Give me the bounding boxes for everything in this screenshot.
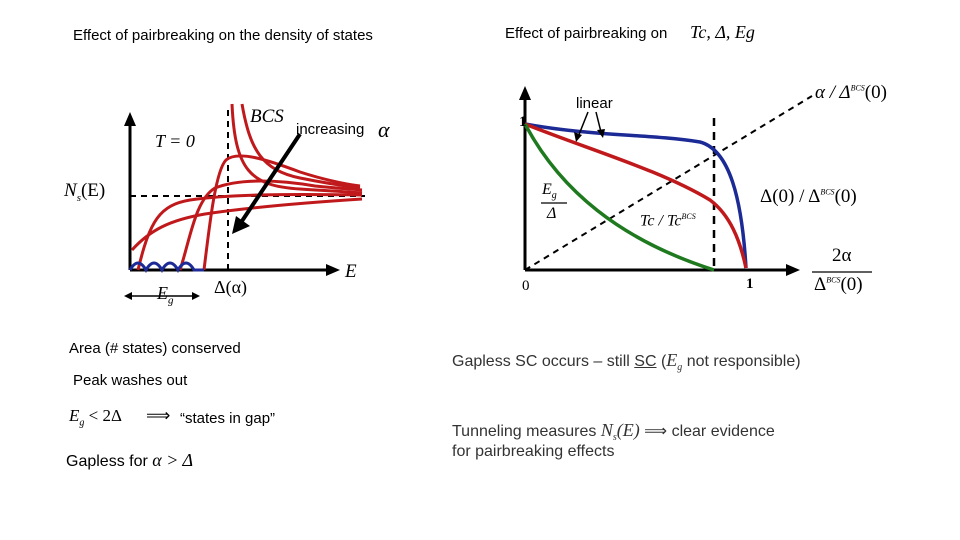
- dos-curve-3: [202, 154, 361, 271]
- eg-frac-E: E: [542, 181, 552, 198]
- dos-ylabel: Ns(E): [64, 180, 105, 204]
- dos-yaxis-arrowhead: [124, 112, 136, 126]
- gapless-sc-suffix: not responsible): [682, 353, 801, 370]
- alpha-ratio-sup: BCS: [850, 83, 865, 93]
- gapless-math: α > Δ: [152, 450, 194, 470]
- tc-ratio-label: Tc / TcBCS: [640, 212, 696, 230]
- dos-curve-6: [130, 197, 363, 252]
- increasing-alpha-arrow: [238, 132, 302, 226]
- linear-pointer-line-1: [577, 111, 589, 138]
- note-gapless-sc: Gapless SC occurs – still SC (Eg not res…: [452, 350, 801, 373]
- ratios-title-math: Tc, Δ, Eg: [690, 22, 755, 42]
- note-tunneling-line2: for pairbreaking effects: [452, 443, 615, 460]
- alpha-ratio-text: α / Δ: [815, 82, 851, 103]
- eg-ratio-curve: [523, 123, 715, 272]
- dos-curve-2: [240, 103, 361, 190]
- alpha-ratio-label: α / ΔBCS(0): [815, 82, 887, 104]
- delta-ratio-sup: BCS: [820, 187, 835, 197]
- note-area-conserved: Area (# states) conserved: [69, 340, 241, 357]
- delta-ratio-tail: (0): [834, 186, 857, 207]
- energy-axis-label: E: [345, 261, 357, 282]
- gapless-sc-underline: SC: [634, 353, 657, 370]
- note-eg-inequality: Eg < 2Δ: [69, 406, 122, 428]
- tunneling-N: N: [600, 420, 613, 440]
- gapless-sc-prefix: Gapless SC occurs – still: [452, 353, 635, 370]
- dos-xaxis-arrowhead: [326, 264, 340, 276]
- ratios-xaxis-arrowhead: [786, 264, 800, 276]
- implies-symbol: ⟹: [146, 406, 171, 425]
- delta-ratio-label: Δ(0) / ΔBCS(0): [760, 186, 857, 208]
- ylabel-E: (E): [80, 180, 106, 201]
- ratios-title: Effect of pairbreaking on: [505, 25, 668, 42]
- eg-sub: g: [168, 294, 174, 307]
- alpha-symbol: α: [378, 117, 390, 142]
- xaxis-numerator: 2α: [832, 245, 852, 266]
- increasing-alpha-arrowhead: [232, 216, 250, 234]
- eg-E: E: [157, 283, 168, 303]
- eg-label: Eg: [157, 283, 174, 307]
- origin-zero: 0: [522, 278, 530, 294]
- tc-ratio-text: Tc / Tc: [640, 212, 682, 230]
- ineq-rest: < 2Δ: [84, 406, 122, 425]
- dos-gap-wavy-line: [128, 261, 204, 274]
- linear-pointer-arrowhead-2: [597, 129, 605, 138]
- xaxis-den-tail: (0): [840, 274, 863, 295]
- linear-pointer-line-2: [595, 111, 602, 133]
- linear-label: linear: [576, 95, 613, 112]
- eg-frac-sub: g: [551, 190, 557, 202]
- xaxis-den-delta: Δ: [814, 274, 827, 295]
- note-states-in-gap: “states in gap”: [180, 410, 276, 427]
- gapless-sc-mid: (: [656, 353, 667, 370]
- eg-delta-numerator: Eg: [542, 181, 557, 201]
- t-zero-label: T = 0: [155, 131, 195, 151]
- delta-ratio-text: Δ(0) / Δ: [760, 186, 821, 207]
- note-peak-washes-out: Peak washes out: [73, 372, 188, 389]
- increasing-label: increasing: [296, 121, 365, 138]
- tunneling-sub: s: [612, 432, 617, 444]
- gapless-sc-eg: E: [666, 350, 678, 370]
- alpha-linear-dashed-line: [524, 95, 813, 271]
- alpha-ratio-tail: (0): [864, 82, 887, 103]
- dos-curve-4: [178, 179, 363, 271]
- linear-pointer-arrowhead-1: [574, 132, 582, 142]
- delta-alpha-label: Δ(α): [214, 277, 247, 297]
- y-tick-one: 1: [519, 114, 527, 130]
- note-gapless-for: Gapless for α > Δ: [66, 450, 193, 471]
- eg-arrowhead-left: [124, 292, 132, 300]
- dos-title: Effect of pairbreaking on the density of…: [73, 27, 373, 44]
- bcs-label: BCS: [250, 106, 284, 127]
- ineq-E: E: [69, 406, 80, 425]
- tc-ratio-curve: [524, 122, 748, 269]
- ylabel-sub-s: s: [76, 191, 81, 204]
- tunneling-implies: ⟹: [639, 423, 672, 440]
- gapless-prefix: Gapless for: [66, 453, 153, 470]
- delta-ratio-curve: [524, 122, 748, 269]
- tc-ratio-sup: BCS: [681, 212, 696, 221]
- note-tunneling: Tunneling measures Ns(E) ⟹ clear evidenc…: [452, 420, 775, 443]
- dos-curve-5: [136, 193, 363, 271]
- xaxis-denominator: ΔBCS(0): [814, 274, 863, 296]
- eg-delta-denominator: Δ: [547, 205, 557, 222]
- ylabel-N: N: [64, 180, 77, 201]
- ratios-yaxis-arrowhead: [519, 86, 531, 100]
- dos-curve-bcs: [230, 103, 363, 195]
- tunneling-E: (E): [616, 420, 640, 440]
- eg-arrowhead-right: [192, 292, 200, 300]
- gapless-sc-eg-sub: g: [677, 362, 683, 374]
- tunneling-prefix: Tunneling measures: [452, 423, 601, 440]
- ineq-sub: g: [79, 417, 85, 429]
- tunneling-suffix: clear evidence: [671, 423, 775, 440]
- xaxis-den-sup: BCS: [826, 275, 841, 285]
- x-tick-one: 1: [746, 276, 754, 292]
